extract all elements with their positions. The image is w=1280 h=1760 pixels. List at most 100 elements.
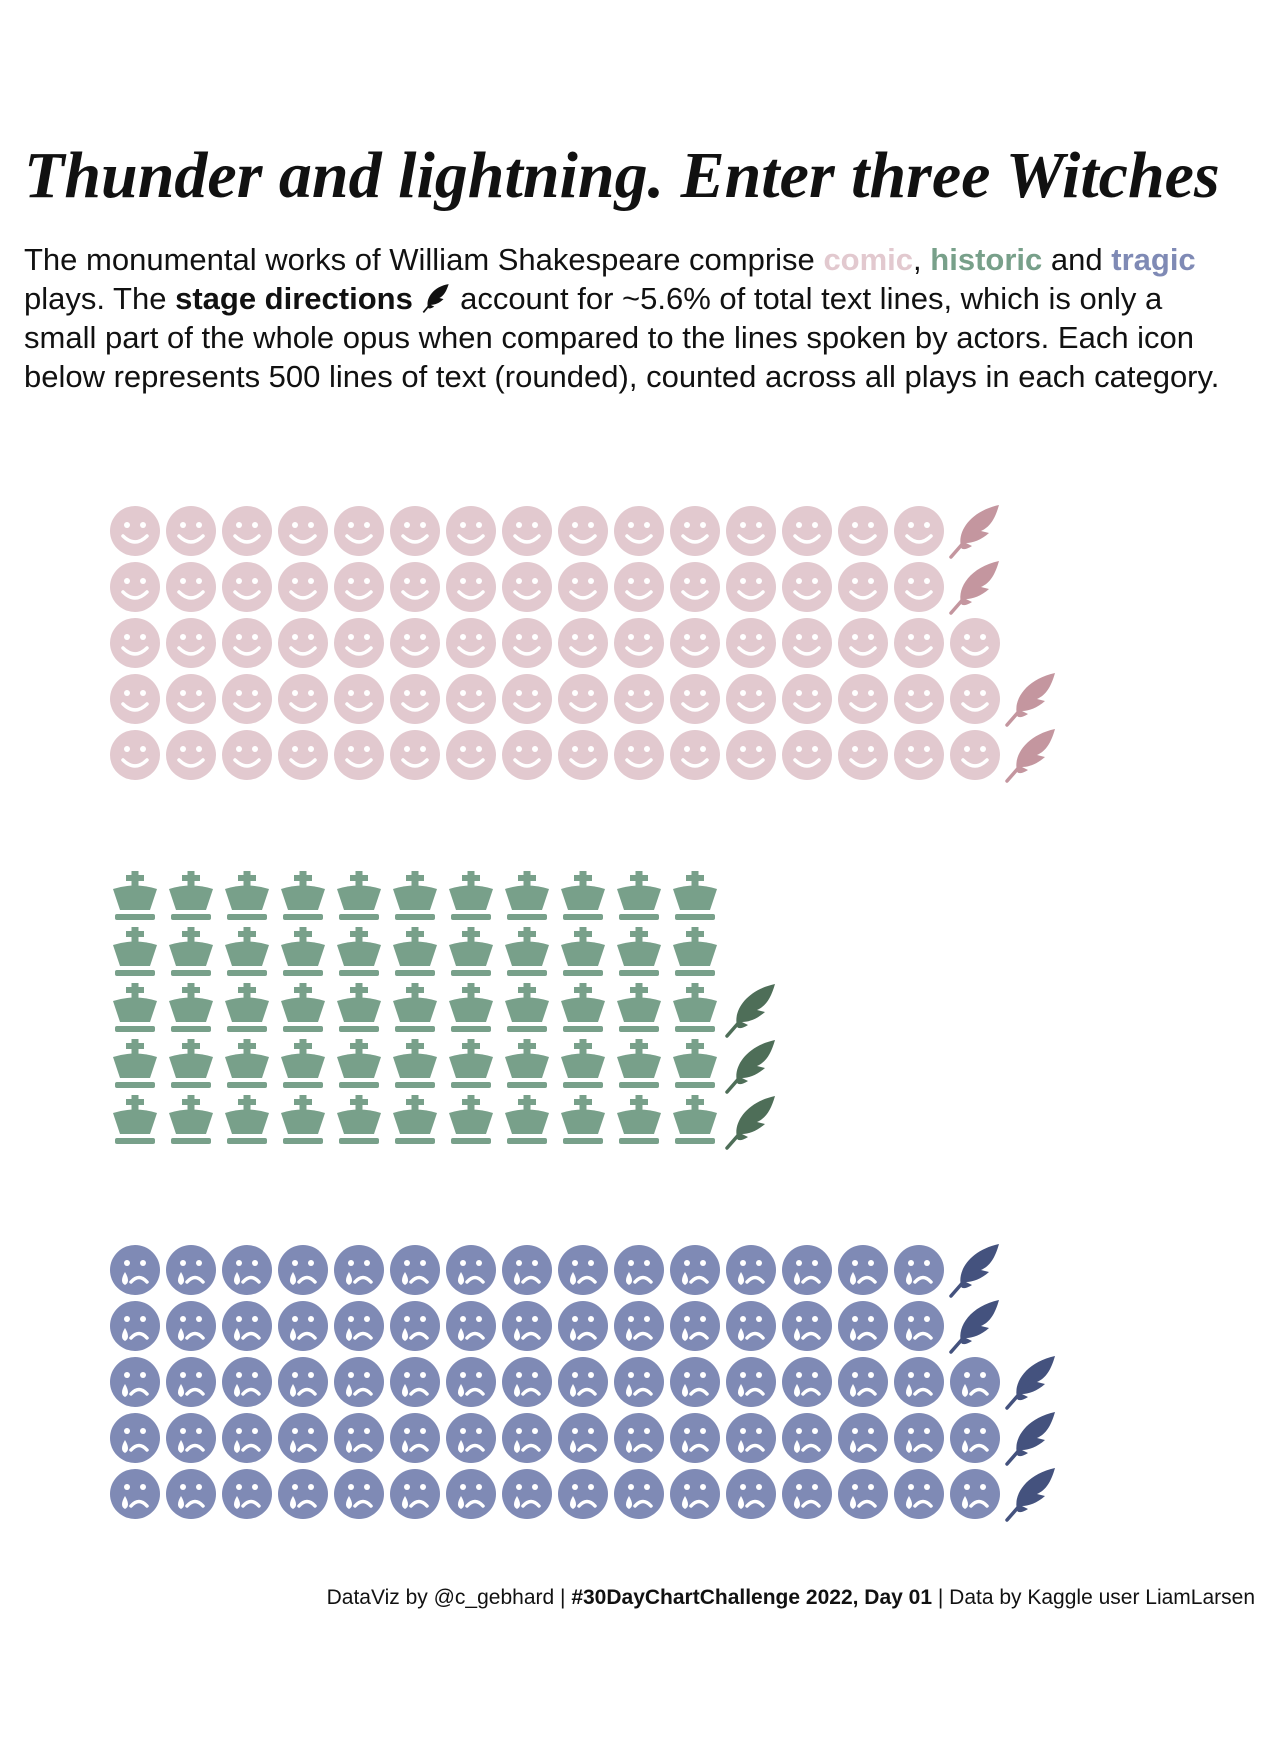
icon bbox=[390, 1413, 440, 1463]
eye bbox=[532, 1316, 538, 1322]
eye bbox=[516, 1428, 522, 1434]
eye bbox=[236, 746, 242, 752]
icon bbox=[278, 730, 328, 780]
eye bbox=[308, 634, 314, 640]
eye bbox=[460, 1428, 466, 1434]
eye bbox=[588, 634, 594, 640]
icon bbox=[670, 618, 720, 668]
icon bbox=[561, 871, 605, 920]
eye bbox=[532, 690, 538, 696]
icon bbox=[502, 674, 552, 724]
icon bbox=[281, 1039, 325, 1088]
mouth bbox=[121, 646, 149, 656]
mouth bbox=[521, 1387, 541, 1396]
mouth bbox=[513, 646, 541, 656]
face bbox=[166, 562, 216, 612]
crown-cross bbox=[350, 987, 368, 993]
crown-cross bbox=[574, 1099, 592, 1105]
mouth bbox=[465, 1387, 485, 1396]
face bbox=[334, 730, 384, 780]
tear bbox=[906, 1384, 912, 1397]
face bbox=[390, 1469, 440, 1519]
face bbox=[670, 674, 720, 724]
eye bbox=[348, 1260, 354, 1266]
crown-cross bbox=[294, 931, 312, 937]
eye bbox=[908, 634, 914, 640]
face bbox=[558, 730, 608, 780]
icon bbox=[166, 730, 216, 780]
crown-cross bbox=[126, 1043, 144, 1049]
mouth bbox=[409, 1275, 429, 1284]
feather-icon bbox=[423, 284, 450, 313]
mouth bbox=[233, 702, 261, 712]
face bbox=[894, 562, 944, 612]
eye bbox=[868, 1372, 874, 1378]
tear bbox=[570, 1496, 576, 1509]
crown-base bbox=[675, 970, 715, 976]
icon bbox=[673, 1039, 717, 1088]
face bbox=[222, 1301, 272, 1351]
face bbox=[502, 618, 552, 668]
crown-body bbox=[169, 1053, 213, 1078]
face bbox=[446, 1357, 496, 1407]
eye bbox=[348, 1428, 354, 1434]
category-historic: historic bbox=[930, 242, 1043, 277]
mouth bbox=[345, 646, 373, 656]
eye bbox=[196, 1316, 202, 1322]
eye bbox=[460, 690, 466, 696]
crown-body bbox=[673, 1053, 717, 1078]
icon bbox=[446, 1469, 496, 1519]
eye bbox=[532, 578, 538, 584]
eye bbox=[420, 1372, 426, 1378]
tear bbox=[906, 1328, 912, 1341]
icon bbox=[390, 562, 440, 612]
face bbox=[614, 506, 664, 556]
eye bbox=[196, 1428, 202, 1434]
eye bbox=[516, 746, 522, 752]
mouth bbox=[577, 1275, 597, 1284]
face bbox=[166, 506, 216, 556]
eye bbox=[908, 1260, 914, 1266]
mouth bbox=[745, 1499, 765, 1508]
mouth bbox=[353, 1275, 373, 1284]
face bbox=[838, 562, 888, 612]
eye bbox=[924, 1484, 930, 1490]
crown-cross bbox=[686, 931, 704, 937]
mouth bbox=[185, 1387, 205, 1396]
mouth bbox=[913, 1331, 933, 1340]
eye bbox=[476, 634, 482, 640]
face bbox=[782, 1413, 832, 1463]
subtitle-text: account for ~5.6% of total text lines, w… bbox=[24, 281, 1220, 394]
crown-body bbox=[225, 941, 269, 966]
face bbox=[894, 674, 944, 724]
face bbox=[278, 1413, 328, 1463]
eye bbox=[364, 1484, 370, 1490]
icon bbox=[169, 1039, 213, 1088]
eye bbox=[740, 1372, 746, 1378]
tear bbox=[738, 1272, 744, 1285]
icon bbox=[502, 618, 552, 668]
icon bbox=[617, 983, 661, 1032]
eye bbox=[516, 1484, 522, 1490]
eye bbox=[796, 1260, 802, 1266]
tear bbox=[570, 1440, 576, 1453]
face bbox=[838, 1469, 888, 1519]
icon bbox=[949, 505, 999, 559]
mouth bbox=[129, 1331, 149, 1340]
tear bbox=[794, 1496, 800, 1509]
mouth bbox=[233, 590, 261, 600]
crown-cross bbox=[406, 875, 424, 881]
eye bbox=[516, 690, 522, 696]
tear bbox=[850, 1496, 856, 1509]
icon bbox=[614, 1301, 664, 1351]
crown-base bbox=[619, 1138, 659, 1144]
tear bbox=[962, 1496, 968, 1509]
icon bbox=[725, 984, 775, 1038]
icon bbox=[670, 1469, 720, 1519]
face bbox=[110, 730, 160, 780]
crown-base bbox=[451, 970, 491, 976]
icon bbox=[894, 674, 944, 724]
face bbox=[614, 674, 664, 724]
face bbox=[558, 1357, 608, 1407]
crown-base bbox=[115, 970, 155, 976]
